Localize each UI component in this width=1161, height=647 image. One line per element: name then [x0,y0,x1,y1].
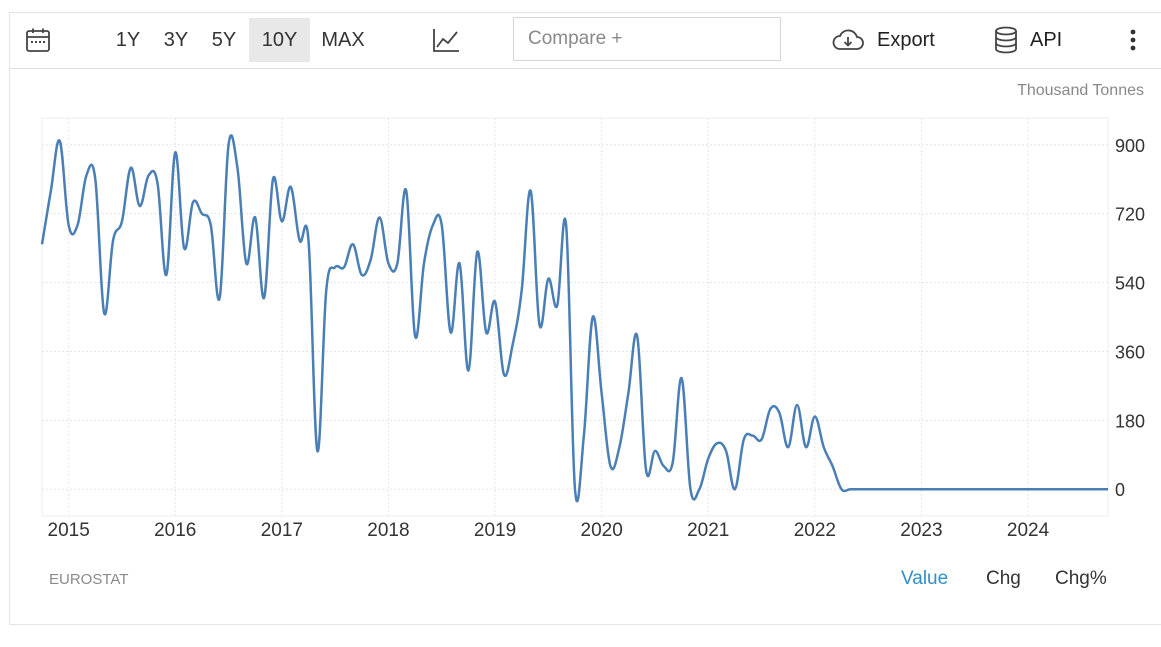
range-max-button[interactable]: MAX [321,28,365,51]
source-label: EUROSTAT [49,571,129,588]
mode-chg-percent-button[interactable]: Chg% [1055,568,1107,589]
unit-label: Thousand Tonnes [1017,82,1144,99]
mode-value-button[interactable]: Value [901,568,949,589]
api-label: API [1030,28,1063,51]
export-button[interactable]: Export [831,24,935,56]
range-5y-button[interactable]: 5Y [211,28,237,51]
chart-widget [9,12,1161,625]
compare-input[interactable] [513,17,781,61]
cloud-download-icon [831,28,865,52]
range-3y-button[interactable]: 3Y [163,28,189,51]
range-1y-button[interactable]: 1Y [115,28,141,51]
chart-toolbar: 1Y 3Y 5Y 10Y MAX Export API [9,12,1161,69]
calendar-icon[interactable] [23,24,53,56]
api-button[interactable]: API [994,24,1062,56]
range-10y-button[interactable]: 10Y [249,18,310,62]
mode-chg-button[interactable]: Chg [986,568,1021,589]
vertical-dots-icon[interactable] [1121,26,1145,54]
export-label: Export [877,28,935,51]
line-chart-icon[interactable] [429,24,463,56]
database-icon [994,26,1018,54]
